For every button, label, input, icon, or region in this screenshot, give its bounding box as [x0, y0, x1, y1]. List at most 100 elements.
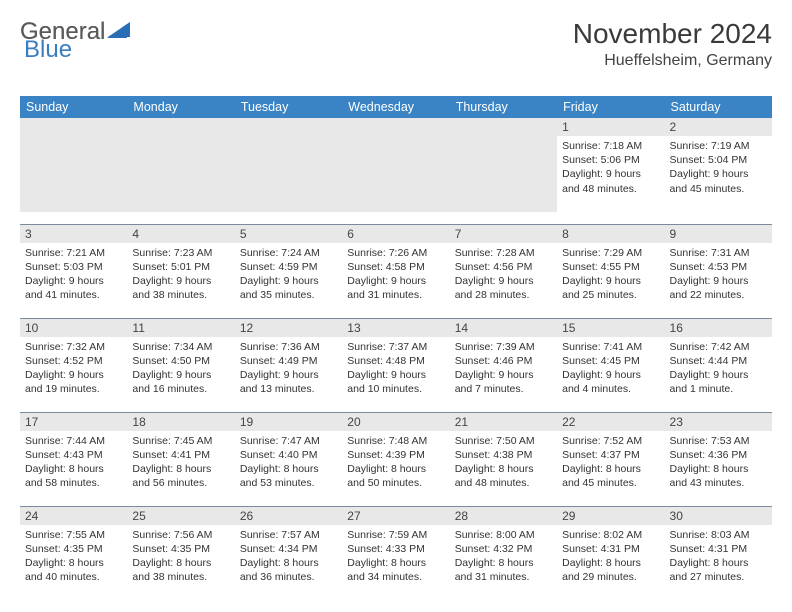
- sunset-text: Sunset: 4:36 PM: [670, 448, 767, 462]
- calendar-cell: 18Sunrise: 7:45 AMSunset: 4:41 PMDayligh…: [127, 412, 234, 506]
- sunset-text: Sunset: 4:49 PM: [240, 354, 337, 368]
- day-number-empty: [127, 118, 234, 136]
- day-body: Sunrise: 7:52 AMSunset: 4:37 PMDaylight:…: [557, 431, 664, 495]
- calendar-cell: 3Sunrise: 7:21 AMSunset: 5:03 PMDaylight…: [20, 224, 127, 318]
- sunrise-text: Sunrise: 8:02 AM: [562, 528, 659, 542]
- daylight-text: Daylight: 8 hours and 56 minutes.: [132, 462, 229, 490]
- day-body-empty: [127, 136, 234, 212]
- day-body: Sunrise: 7:44 AMSunset: 4:43 PMDaylight:…: [20, 431, 127, 495]
- day-number-empty: [342, 118, 449, 136]
- calendar-cell: 8Sunrise: 7:29 AMSunset: 4:55 PMDaylight…: [557, 224, 664, 318]
- sunrise-text: Sunrise: 7:44 AM: [25, 434, 122, 448]
- day-number: 30: [665, 507, 772, 525]
- sunset-text: Sunset: 4:41 PM: [132, 448, 229, 462]
- day-number-empty: [450, 118, 557, 136]
- calendar-cell: 6Sunrise: 7:26 AMSunset: 4:58 PMDaylight…: [342, 224, 449, 318]
- sunset-text: Sunset: 4:50 PM: [132, 354, 229, 368]
- sunrise-text: Sunrise: 7:36 AM: [240, 340, 337, 354]
- day-body: Sunrise: 7:26 AMSunset: 4:58 PMDaylight:…: [342, 243, 449, 307]
- weekday-header: Tuesday: [235, 96, 342, 118]
- day-number: 27: [342, 507, 449, 525]
- daylight-text: Daylight: 9 hours and 48 minutes.: [562, 167, 659, 195]
- calendar-row: 3 Sunrise: 7:21 AMSunset: 5:03 PM Daylight…: [20, 224, 772, 318]
- daylight-text: Daylight: 8 hours and 53 minutes.: [240, 462, 337, 490]
- day-number: 13: [342, 319, 449, 337]
- calendar-cell: 20Sunrise: 7:48 AMSunset: 4:39 PMDayligh…: [342, 412, 449, 506]
- day-body: Sunrise: 7:23 AMSunset: 5:01 PMDaylight:…: [127, 243, 234, 307]
- day-number: 15: [557, 319, 664, 337]
- sunrise-text: Sunrise: 7:42 AM: [670, 340, 767, 354]
- sunset-text: Sunset: 5:01 PM: [132, 260, 229, 274]
- sunrise-text: Sunrise: 7:31 AM: [670, 246, 767, 260]
- calendar-cell: 2Sunrise: 7:19 AMSunset: 5:04 PMDaylight…: [665, 118, 772, 224]
- sunset-text: Sunset: 4:31 PM: [670, 542, 767, 556]
- daylight-text: Daylight: 9 hours and 10 minutes.: [347, 368, 444, 396]
- sunset-text: Sunset: 4:32 PM: [455, 542, 552, 556]
- sunrise-text: Sunrise: 7:34 AM: [132, 340, 229, 354]
- daylight-text: Daylight: 8 hours and 34 minutes.: [347, 556, 444, 584]
- calendar-cell: 30Sunrise: 8:03 AMSunset: 4:31 PMDayligh…: [665, 506, 772, 600]
- day-number: 10: [20, 319, 127, 337]
- daylight-text: Daylight: 8 hours and 36 minutes.: [240, 556, 337, 584]
- sunrise-text: Sunrise: 7:32 AM: [25, 340, 122, 354]
- daylight-text: Daylight: 9 hours and 31 minutes.: [347, 274, 444, 302]
- daylight-text: Daylight: 9 hours and 25 minutes.: [562, 274, 659, 302]
- sunset-text: Sunset: 4:43 PM: [25, 448, 122, 462]
- sunset-text: Sunset: 4:35 PM: [132, 542, 229, 556]
- calendar-cell: 17Sunrise: 7:44 AMSunset: 4:43 PMDayligh…: [20, 412, 127, 506]
- sunset-text: Sunset: 4:55 PM: [562, 260, 659, 274]
- sunrise-text: Sunrise: 7:19 AM: [670, 139, 767, 153]
- day-body: Sunrise: 7:50 AMSunset: 4:38 PMDaylight:…: [450, 431, 557, 495]
- day-body-empty: [20, 136, 127, 212]
- sunrise-text: Sunrise: 8:03 AM: [670, 528, 767, 542]
- day-body: Sunrise: 7:19 AMSunset: 5:04 PMDaylight:…: [665, 136, 772, 200]
- daylight-text: Daylight: 8 hours and 31 minutes.: [455, 556, 552, 584]
- sunset-text: Sunset: 5:06 PM: [562, 153, 659, 167]
- calendar-cell: 1Sunrise: 7:18 AMSunset: 5:06 PMDaylight…: [557, 118, 664, 224]
- daylight-text: Daylight: 9 hours and 38 minutes.: [132, 274, 229, 302]
- sunrise-text: Sunrise: 7:53 AM: [670, 434, 767, 448]
- sunrise-text: Sunrise: 7:45 AM: [132, 434, 229, 448]
- calendar-cell: [20, 118, 127, 224]
- calendar-cell: 28Sunrise: 8:00 AMSunset: 4:32 PMDayligh…: [450, 506, 557, 600]
- daylight-text: Daylight: 9 hours and 28 minutes.: [455, 274, 552, 302]
- day-body: Sunrise: 7:36 AMSunset: 4:49 PMDaylight:…: [235, 337, 342, 401]
- sunset-text: Sunset: 4:53 PM: [670, 260, 767, 274]
- sunset-text: Sunset: 4:35 PM: [25, 542, 122, 556]
- sunrise-text: Sunrise: 7:59 AM: [347, 528, 444, 542]
- daylight-text: Daylight: 8 hours and 58 minutes.: [25, 462, 122, 490]
- month-title: November 2024: [573, 18, 772, 50]
- day-number: 19: [235, 413, 342, 431]
- weekday-header: Saturday: [665, 96, 772, 118]
- daylight-text: Daylight: 9 hours and 45 minutes.: [670, 167, 767, 195]
- sunset-text: Sunset: 4:33 PM: [347, 542, 444, 556]
- calendar-table: Sunday Monday Tuesday Wednesday Thursday…: [20, 96, 772, 600]
- sunset-text: Sunset: 5:03 PM: [25, 260, 122, 274]
- day-number: 3: [20, 225, 127, 243]
- day-body-empty: [235, 136, 342, 212]
- calendar-row: 17Sunrise: 7:44 AMSunset: 4:43 PMDayligh…: [20, 412, 772, 506]
- sunrise-text: Sunrise: 7:24 AM: [240, 246, 337, 260]
- daylight-text: Daylight: 8 hours and 38 minutes.: [132, 556, 229, 584]
- day-number: 20: [342, 413, 449, 431]
- day-body: Sunrise: 7:29 AMSunset: 4:55 PMDaylight:…: [557, 243, 664, 307]
- daylight-text: Daylight: 9 hours and 35 minutes.: [240, 274, 337, 302]
- day-number: 28: [450, 507, 557, 525]
- sunrise-text: Sunrise: 7:37 AM: [347, 340, 444, 354]
- sunrise-text: Sunrise: 7:21 AM: [25, 246, 122, 260]
- day-body: Sunrise: 8:00 AMSunset: 4:32 PMDaylight:…: [450, 525, 557, 589]
- day-number: 12: [235, 319, 342, 337]
- calendar-cell: 9Sunrise: 7:31 AMSunset: 4:53 PMDaylight…: [665, 224, 772, 318]
- calendar-cell: 7Sunrise: 7:28 AMSunset: 4:56 PMDaylight…: [450, 224, 557, 318]
- sunrise-text: Sunrise: 7:56 AM: [132, 528, 229, 542]
- day-number: 1: [557, 118, 664, 136]
- calendar-cell: 12Sunrise: 7:36 AMSunset: 4:49 PMDayligh…: [235, 318, 342, 412]
- day-number: 2: [665, 118, 772, 136]
- day-number: 14: [450, 319, 557, 337]
- weekday-header: Friday: [557, 96, 664, 118]
- sunrise-text: Sunrise: 7:52 AM: [562, 434, 659, 448]
- day-number: 17: [20, 413, 127, 431]
- daylight-text: Daylight: 9 hours and 16 minutes.: [132, 368, 229, 396]
- calendar-cell: 13Sunrise: 7:37 AMSunset: 4:48 PMDayligh…: [342, 318, 449, 412]
- calendar-cell: [235, 118, 342, 224]
